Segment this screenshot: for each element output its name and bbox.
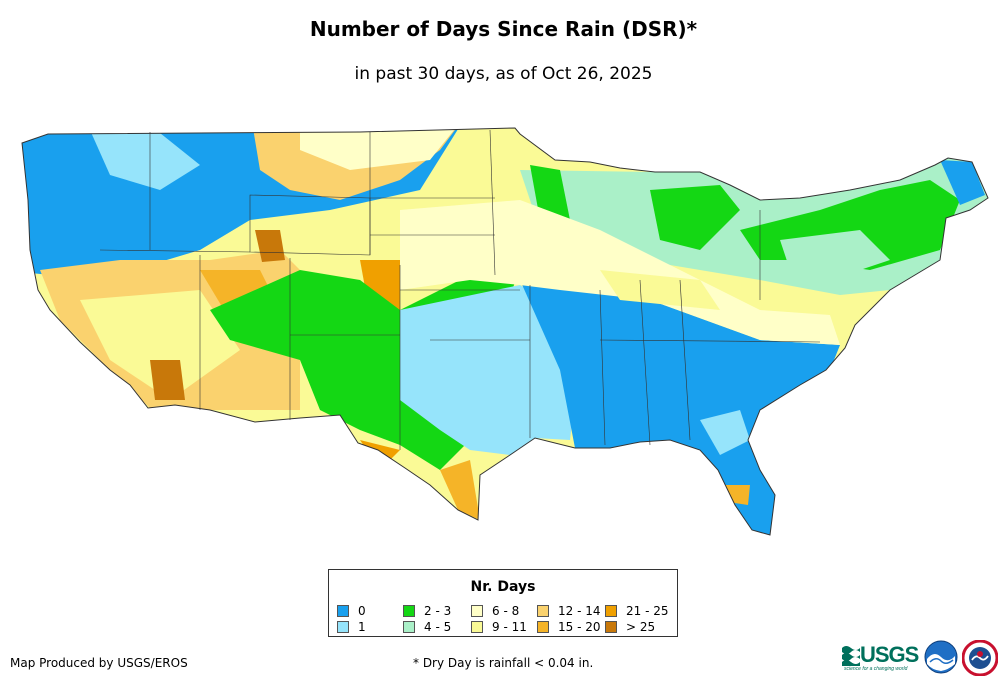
noaa-logo-icon [924,640,958,674]
legend-item: 1 [337,620,366,634]
legend-swatch [403,621,415,633]
nws-logo-icon [962,640,998,676]
legend-swatch [537,605,549,617]
legend-item: 6 - 8 [471,604,519,618]
usgs-logo: USGS science for a changing world [842,642,920,672]
legend-item: 0 [337,604,366,618]
legend-swatch [471,605,483,617]
legend-label: 9 - 11 [492,620,527,634]
usgs-wave-icon [842,646,860,666]
map-subtitle: in past 30 days, as of Oct 26, 2025 [354,64,653,84]
legend-swatch [471,621,483,633]
legend-swatch [337,605,349,617]
legend-label: 12 - 14 [558,604,601,618]
legend: Nr. Days 0 1 2 - 3 4 - 5 6 - 8 9 - 11 12… [328,569,678,637]
map-title: Number of Days Since Rain (DSR)* [309,17,698,41]
dsr-map [21,127,989,536]
legend-item: 4 - 5 [403,620,451,634]
legend-swatch [537,621,549,633]
legend-swatch [403,605,415,617]
legend-label: > 25 [626,620,656,634]
usgs-tagline: science for a changing world [844,666,908,672]
legend-title: Nr. Days [470,579,536,595]
dry-day-note: * Dry Day is rainfall < 0.04 in. [413,656,594,670]
legend-label: 0 [358,604,366,618]
legend-label: 6 - 8 [492,604,520,618]
legend-label: 1 [358,620,366,634]
legend-label: 15 - 20 [558,620,601,634]
legend-item: 12 - 14 [537,604,601,618]
legend-item: 21 - 25 [605,604,669,618]
legend-swatch [605,605,617,617]
legend-label: 2 - 3 [424,604,452,618]
legend-label: 21 - 25 [626,604,669,618]
legend-item: > 25 [605,620,655,634]
credit-text: Map Produced by USGS/EROS [10,656,188,670]
legend-item: 15 - 20 [537,620,601,634]
legend-swatch [605,621,617,633]
legend-swatch [337,621,349,633]
legend-item: 9 - 11 [471,620,527,634]
usgs-wordmark: USGS [860,642,919,667]
legend-label: 4 - 5 [424,620,452,634]
legend-item: 2 - 3 [403,604,451,618]
